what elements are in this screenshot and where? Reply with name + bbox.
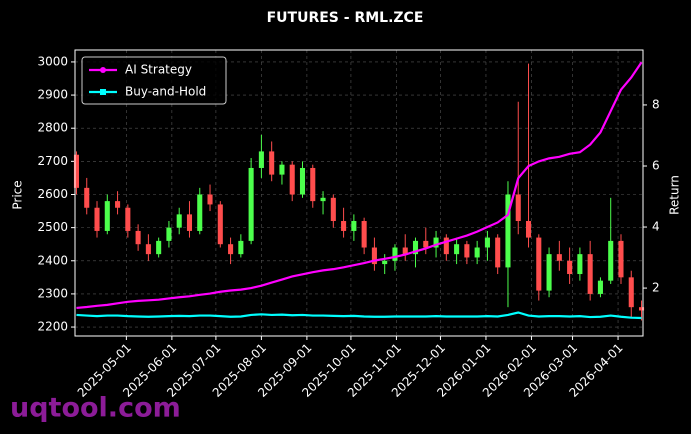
candle-body (536, 237, 542, 291)
candle-body (525, 221, 532, 238)
candle-body (73, 154, 80, 188)
candle-body (228, 244, 234, 255)
candle-body (382, 260, 388, 265)
chart-title: FUTURES - RML.ZCE (267, 10, 424, 26)
candle-body (248, 167, 254, 241)
candle-body (279, 164, 285, 175)
candle-body (474, 247, 480, 258)
candle-body (320, 197, 326, 202)
candle-body (402, 247, 408, 255)
y2-tick-label: 8 (652, 97, 660, 111)
candle-body (597, 280, 603, 294)
y-tick-label: 2200 (37, 320, 68, 334)
candle-body (156, 240, 162, 255)
candle-body (310, 167, 316, 202)
y-tick-label: 2600 (37, 187, 68, 201)
y-axis-label: Price (11, 180, 25, 209)
candle-body (145, 244, 151, 255)
candle-body (166, 227, 172, 241)
legend-box (81, 56, 227, 105)
y-tick-label: 2700 (37, 154, 68, 168)
candle-body (217, 204, 223, 245)
y2-axis-label: Return (668, 175, 682, 215)
return-line (76, 61, 643, 310)
y-tick-label: 2500 (37, 220, 68, 234)
candle-body (392, 247, 398, 261)
candle-body (638, 307, 645, 311)
y-tick-label: 2800 (37, 121, 68, 135)
candle-body (104, 201, 110, 231)
y2-tick-label: 6 (652, 158, 660, 172)
candle-body (556, 254, 562, 261)
legend-marker (100, 89, 106, 95)
candle-body (454, 244, 460, 255)
candle-body (330, 197, 336, 222)
candle-body (618, 240, 624, 278)
candle-body (443, 237, 449, 255)
legend: AI Strategy Buy-and-Hold (81, 56, 227, 105)
candle-body (412, 240, 419, 255)
candle-body (608, 240, 614, 281)
y2-tick-label: 2 (652, 281, 660, 295)
candle-body (238, 240, 244, 255)
candle-body (94, 207, 100, 231)
candle-body (341, 221, 347, 231)
candle-body (423, 240, 429, 248)
legend-label: Buy-and-Hold (125, 85, 206, 99)
legend-label: AI Strategy (125, 63, 192, 77)
candle-body (587, 254, 593, 294)
candle-body (351, 221, 357, 231)
candle-body (115, 201, 121, 208)
return-line (76, 311, 642, 320)
candle-body (546, 254, 552, 291)
candle-body (484, 237, 490, 248)
candle-body (628, 277, 634, 308)
y2-tick-label: 4 (652, 220, 660, 234)
candle-body (289, 164, 295, 195)
candle-body (125, 207, 131, 231)
y-tick-label: 3000 (37, 54, 68, 68)
y-tick-label: 2900 (37, 88, 68, 102)
y-tick-label: 2300 (37, 286, 68, 300)
y-tick-label: 2400 (37, 253, 68, 267)
candle-body (269, 151, 275, 175)
candle-body (176, 214, 182, 228)
candle-body (207, 194, 213, 205)
legend-marker (100, 67, 106, 73)
candle-body (371, 247, 377, 265)
candle-body (258, 151, 264, 168)
candle-body (515, 194, 521, 222)
candle-body (495, 237, 501, 268)
candle-body (577, 254, 583, 275)
candle-body (197, 194, 203, 231)
candle-body (135, 230, 141, 245)
candle-body (464, 244, 470, 258)
watermark: uqtool.com (10, 393, 181, 424)
candle-body (567, 260, 573, 275)
plot-frame (74, 49, 644, 337)
candle-body (361, 221, 367, 248)
candle-body (299, 167, 306, 195)
candle-body (84, 187, 90, 208)
candle-body (186, 214, 193, 231)
candle-body (505, 194, 511, 268)
candle-body (433, 237, 439, 248)
